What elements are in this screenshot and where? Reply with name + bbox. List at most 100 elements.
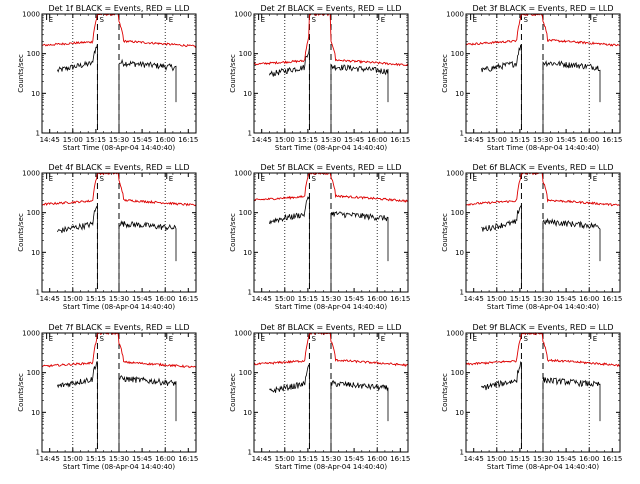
marker-label-E: E [261,175,265,183]
marker-label-S: S [99,16,104,24]
marker-label-E: E [261,16,265,24]
y-tick-label: 10 [31,249,40,257]
events-series-line [481,44,601,130]
x-tick-label: 16:15 [602,136,622,144]
x-tick-label: 15:30 [533,295,553,303]
y-tick-label: 10 [243,249,252,257]
x-tick-label: 15:15 [86,295,106,303]
x-tick-label: 15:15 [298,455,318,463]
marker-label-E: E [381,335,385,343]
y-tick-label: 1 [36,289,40,297]
x-tick-label: 14:45 [464,455,484,463]
x-tick-label: 16:15 [390,455,410,463]
marker-label-S: S [523,175,528,183]
y-tick-label: 1000 [446,170,464,178]
x-tick-label: 15:30 [109,136,129,144]
x-tick-label: 15:30 [533,455,553,463]
marker-label-E: E [49,175,53,183]
x-tick-label: 16:15 [178,455,198,463]
x-axis-label: Start Time (08-Apr-04 14:40:40) [487,144,599,152]
y-axis-label: Counts/sec [229,54,237,93]
panel-title: Det 6f BLACK = Events, RED = LLD [472,163,613,172]
y-axis-label: Counts/sec [441,54,449,93]
x-tick-label: 15:45 [132,295,152,303]
x-tick-label: 16:00 [155,295,175,303]
x-tick-label: 14:45 [252,455,272,463]
y-tick-label: 100 [239,209,252,217]
events-series-line [269,364,389,449]
y-tick-label: 100 [451,209,464,217]
x-tick-label: 14:45 [40,295,60,303]
y-axis-label: Counts/sec [17,213,25,252]
panel-title: Det 2f BLACK = Events, RED = LLD [260,4,401,13]
x-tick-label: 15:15 [298,295,318,303]
x-tick-label: 15:45 [556,136,576,144]
y-tick-label: 1000 [22,11,40,19]
x-tick-label: 15:45 [556,455,576,463]
detector-panel-8: Det 8f BLACK = Events, RED = LLD 1 10 100 10… [229,323,410,471]
y-tick-label: 10 [31,90,40,98]
x-tick-label: 16:00 [579,295,599,303]
y-tick-label: 1 [248,289,252,297]
events-series-line [481,204,601,289]
marker-label-E: E [473,16,477,24]
x-tick-label: 16:00 [579,455,599,463]
marker-label-E: E [593,16,597,24]
marker-label-S: S [99,175,104,183]
x-tick-label: 15:00 [275,455,295,463]
y-tick-label: 1000 [234,170,252,178]
y-tick-label: 1000 [22,330,40,338]
marker-label-E: E [381,175,385,183]
detector-panel-2: Det 2f BLACK = Events, RED = LLD 1 10 100 10… [229,4,410,152]
marker-label-E: E [169,16,173,24]
panel-title: Det 4f BLACK = Events, RED = LLD [48,163,189,172]
panel-title: Det 5f BLACK = Events, RED = LLD [260,163,401,172]
marker-label-E: E [49,16,53,24]
marker-label-E: E [169,175,173,183]
lld-series-line [253,172,409,203]
x-tick-label: 15:00 [275,136,295,144]
panel-title: Det 7f BLACK = Events, RED = LLD [48,323,189,332]
plot-frame [41,332,197,453]
x-tick-label: 14:45 [40,136,60,144]
x-tick-label: 15:00 [63,455,83,463]
y-tick-label: 1 [248,130,252,138]
y-tick-label: 100 [27,369,40,377]
marker-label-S: S [523,16,528,24]
x-tick-label: 16:15 [390,136,410,144]
x-axis-label: Start Time (08-Apr-04 14:40:40) [275,463,387,471]
panel-title: Det 8f BLACK = Events, RED = LLD [260,323,401,332]
x-tick-label: 15:30 [321,295,341,303]
x-tick-label: 14:45 [252,136,272,144]
events-series-line [269,47,389,130]
y-tick-label: 1 [248,449,252,457]
x-axis-label: Start Time (08-Apr-04 14:40:40) [275,144,387,152]
x-tick-label: 15:00 [487,455,507,463]
panel-title: Det 1f BLACK = Events, RED = LLD [48,4,189,13]
x-tick-label: 15:00 [487,136,507,144]
x-tick-label: 14:45 [464,136,484,144]
x-tick-label: 16:00 [367,295,387,303]
panel-title: Det 3f BLACK = Events, RED = LLD [472,4,613,13]
y-tick-label: 1000 [234,330,252,338]
x-tick-label: 15:45 [344,136,364,144]
y-tick-label: 100 [451,50,464,58]
x-tick-label: 15:15 [86,136,106,144]
x-tick-label: 16:00 [579,136,599,144]
detector-panel-9: Det 9f BLACK = Events, RED = LLD 1 10 100 10… [441,323,622,471]
y-tick-label: 10 [455,409,464,417]
panel-title: Det 9f BLACK = Events, RED = LLD [472,323,613,332]
y-tick-label: 100 [27,209,40,217]
marker-label-E: E [261,335,265,343]
x-tick-label: 16:15 [602,455,622,463]
x-axis-label: Start Time (08-Apr-04 14:40:40) [63,303,175,311]
marker-label-E: E [169,335,173,343]
x-tick-label: 15:30 [109,455,129,463]
y-tick-label: 1 [460,289,464,297]
y-tick-label: 1 [36,449,40,457]
lld-series-line [465,172,621,207]
lld-series-line [41,13,197,48]
y-tick-label: 100 [239,50,252,58]
x-tick-label: 15:00 [487,295,507,303]
